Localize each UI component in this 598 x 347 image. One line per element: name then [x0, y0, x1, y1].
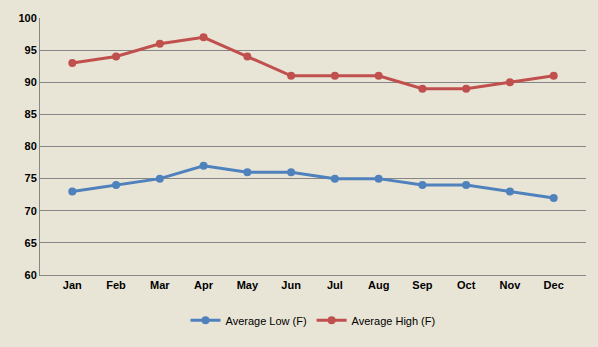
svg-text:Aug: Aug: [368, 279, 389, 291]
svg-text:Jun: Jun: [281, 279, 301, 291]
svg-text:Jul: Jul: [327, 279, 343, 291]
svg-text:Feb: Feb: [106, 279, 126, 291]
svg-text:65: 65: [25, 237, 37, 249]
svg-text:Jan: Jan: [63, 279, 82, 291]
svg-text:Average High (F): Average High (F): [352, 315, 436, 327]
svg-text:May: May: [237, 279, 259, 291]
svg-text:Nov: Nov: [500, 279, 522, 291]
svg-text:Sep: Sep: [412, 279, 432, 291]
svg-text:Average Low (F): Average Low (F): [226, 315, 307, 327]
svg-text:Apr: Apr: [194, 279, 214, 291]
svg-text:95: 95: [25, 44, 37, 56]
svg-text:Oct: Oct: [457, 279, 476, 291]
svg-text:Mar: Mar: [150, 279, 170, 291]
svg-text:80: 80: [25, 140, 37, 152]
svg-text:70: 70: [25, 205, 37, 217]
svg-text:75: 75: [25, 172, 37, 184]
svg-text:60: 60: [25, 269, 37, 281]
svg-text:Dec: Dec: [544, 279, 564, 291]
svg-text:85: 85: [25, 108, 37, 120]
svg-text:90: 90: [25, 76, 37, 88]
svg-text:100: 100: [18, 12, 36, 24]
